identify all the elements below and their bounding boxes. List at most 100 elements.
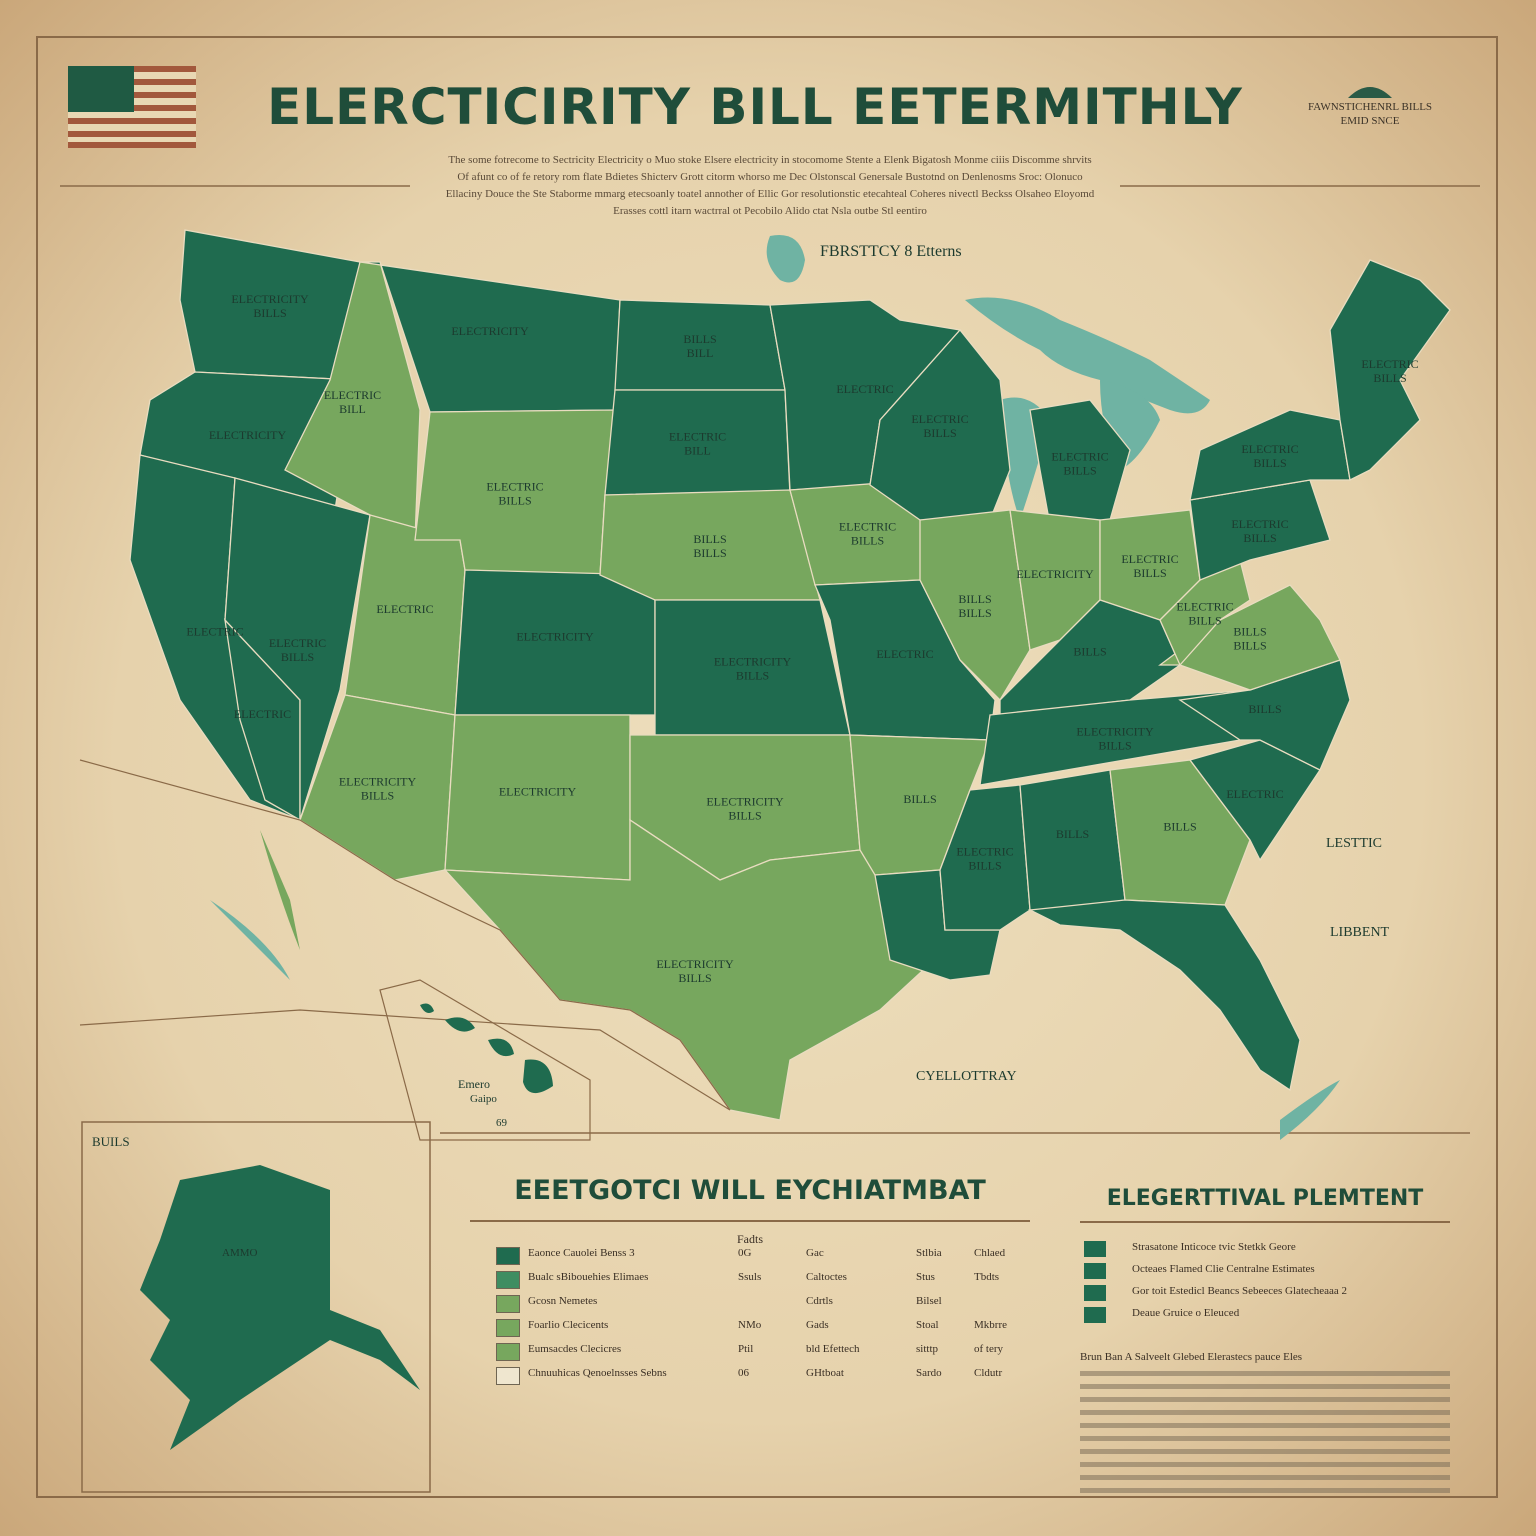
state-label: ELECTRIC [1241, 442, 1298, 456]
state-label: BILLS [728, 809, 761, 823]
legend-cell: Ssuls [738, 1271, 762, 1283]
alaska-label: AMMO [222, 1247, 258, 1259]
state-label: ELECTRIC [1051, 450, 1108, 464]
state-label: BILLS [1253, 456, 1286, 470]
state-label: BILLS [1188, 614, 1221, 628]
legend-cell: Caltoctes [806, 1271, 847, 1283]
paragraph-lines [1080, 1371, 1450, 1493]
legend-cell: bld Efettech [806, 1343, 860, 1355]
legend-cell: Tbdts [974, 1271, 1000, 1283]
state-new-england[interactable] [1329, 259, 1451, 481]
text-line [1080, 1397, 1450, 1402]
side-legend-row: Gor toit Estedicl Beancs Sebeeces Glatec… [1084, 1285, 1444, 1305]
state-south-carolina[interactable] [1188, 739, 1321, 862]
state-label: BILLS [923, 426, 956, 440]
corner-label-line: FAWNSTICHENRL BILLS [1307, 101, 1433, 113]
legend-swatch [496, 1367, 520, 1385]
lake-superior [965, 297, 1210, 414]
state-wisconsin[interactable] [869, 328, 1011, 521]
corner-label: FAWNSTICHENRL BILLS EMID SNCE [1290, 100, 1450, 128]
subtitle-line: Ellaciny Douce the Ste Staborme mmarg et… [445, 188, 1095, 200]
border-line [79, 759, 731, 1111]
legend-cell: Mkbrre [974, 1319, 1007, 1331]
state-label: ELECTRICITY [1016, 567, 1094, 581]
hawaii-island [445, 1017, 475, 1032]
divider [1080, 1221, 1450, 1223]
legend-row: Eaonce Cauolei Benss 3 0G Gac Stlbia Chlaed [496, 1247, 1026, 1269]
state-label: ELECTRIC [486, 480, 543, 494]
us-flag-icon [68, 66, 196, 148]
alaska-inset-box [81, 1121, 431, 1493]
legend-text: Gor toit Estedicl Beancs Sebeeces Glatec… [1132, 1285, 1348, 1297]
side-legend: ELEGERTTIVAL PLEMTENT Strasatone Inticoc… [1080, 1186, 1450, 1501]
state-label: ELECTRIC [269, 636, 326, 650]
legend-cell: of tery [974, 1343, 1004, 1355]
legend-cell: sitttp [916, 1343, 939, 1355]
legend-row: Bualc sBibouehies Elimaes Ssuls Caltoctes S… [496, 1271, 1026, 1293]
legend-cell: Cdrtls [806, 1295, 833, 1307]
state-label: ELECTRICITY [656, 957, 734, 971]
state-label: ELECTRICITY [231, 292, 309, 306]
legend-row: Chnuuhicas Qenoelnsses Sebns 06 GHtboat Sar… [496, 1367, 1026, 1389]
state-virginia[interactable] [1158, 584, 1341, 691]
map-inset-label: FBRSTTCY 8 Etterns [820, 243, 962, 260]
baja-peninsula [260, 830, 300, 950]
divider [470, 1220, 1030, 1222]
hawaii-island [420, 1003, 434, 1013]
state-label: ELECTRICITY [451, 324, 529, 338]
state-label: ELECTRIC [1121, 552, 1178, 566]
legend-cell: Stus [916, 1271, 935, 1283]
legend-swatch [1084, 1307, 1106, 1323]
state-arizona[interactable] [299, 694, 456, 881]
state-label: ELECTRICITY [714, 655, 792, 669]
state-label: BILLS [693, 532, 726, 546]
legend-cell: Bilsel [916, 1295, 942, 1307]
state-label: BILL [339, 402, 366, 416]
state-label: BILLS [281, 650, 314, 664]
legend-swatch [496, 1295, 520, 1313]
state-label: BILLS [1098, 739, 1131, 753]
state-label: ELECTRIC [186, 625, 243, 639]
text-line [1080, 1475, 1450, 1480]
legend-cell: GHtboat [806, 1367, 844, 1379]
state-label: BILLS [1373, 371, 1406, 385]
state-florida[interactable] [1027, 899, 1301, 1092]
subtitle-text: The some fotrecome to Sectricity Electri… [420, 152, 1120, 220]
side-paragraph: Brun Ban A Salveelt Glebed Elerastecs pa… [1080, 1351, 1303, 1363]
state-label: BILLS [903, 792, 936, 806]
state-label: BILL [687, 346, 714, 360]
state-label: ELECTRIC [836, 382, 893, 396]
side-legend-rows: Strasatone Inticoce tvic Stetkk Geore Oct… [1080, 1241, 1450, 1341]
legend-row: Eumsacdes Clecicres Ptil bld Efettech sittt… [496, 1343, 1026, 1365]
state-label: ELECTRIC [1361, 357, 1418, 371]
state-label: BILLS [736, 669, 769, 683]
legend-cell: Gac [806, 1247, 824, 1259]
state-label: ELECTRIC [669, 430, 726, 444]
state-label: BILLS [1073, 645, 1106, 659]
legend-row: Foarlio Clecicents NMo Gads Stoal Mkbrre [496, 1319, 1026, 1341]
state-georgia[interactable] [1109, 759, 1251, 906]
map-right-label: LESTTIC [1326, 836, 1382, 851]
main-legend-title: EEETGOTCI WILL EYCHIATMBAT [514, 1175, 986, 1206]
state-label: BILLS [678, 971, 711, 985]
text-line [1080, 1488, 1450, 1493]
legend-cell: Stoal [916, 1319, 939, 1331]
legend-cell: Chnuuhicas Qenoelnsses Sebns [528, 1367, 667, 1379]
text-line [1080, 1423, 1450, 1428]
legend-cell: 06 [738, 1367, 749, 1379]
subtitle-line: The some fotrecome to Sectricity Electri… [448, 154, 1092, 166]
text-line [1080, 1449, 1450, 1454]
state-label: ELECTRIC [376, 602, 433, 616]
legend-row: Gcosn Nemetes Cdrtls Bilsel [496, 1295, 1026, 1317]
legend-cell: NMo [738, 1319, 762, 1331]
legend-swatch [496, 1319, 520, 1337]
legend-cell: Foarlio Clecicents [528, 1319, 609, 1331]
map-right-label: LIBBENT [1330, 925, 1390, 940]
state-label: BILLS [958, 592, 991, 606]
side-legend-row: Deaue Gruice o Eleuced [1084, 1307, 1444, 1327]
state-label: BILLS [498, 494, 531, 508]
legend-cell: Eaonce Cauolei Benss 3 [528, 1247, 635, 1259]
legend-cell: Sardo [916, 1367, 942, 1379]
state-label: ELECTRICITY [516, 630, 594, 644]
